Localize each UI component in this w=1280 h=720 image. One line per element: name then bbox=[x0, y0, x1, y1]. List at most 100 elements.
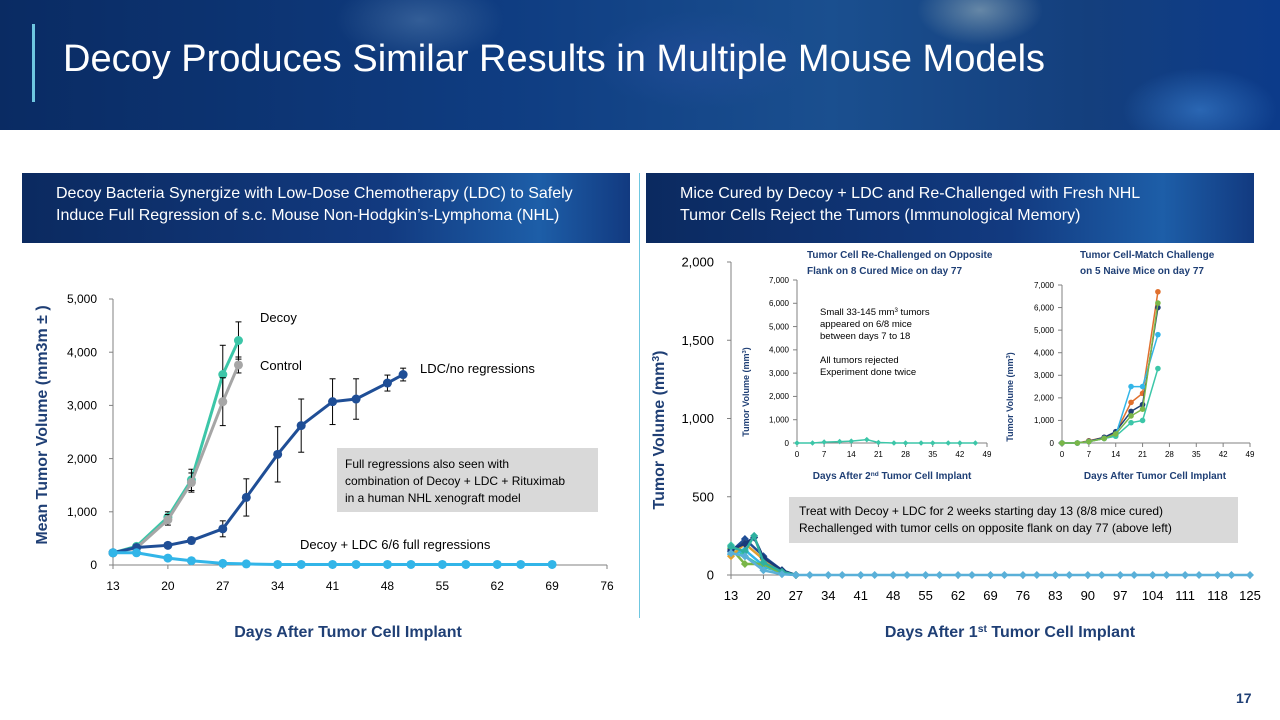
left-chart-data-point bbox=[218, 370, 228, 380]
left-chart-data-point bbox=[328, 559, 338, 569]
inset1-x-tick-label: 42 bbox=[955, 450, 964, 459]
right-chart-data-point bbox=[777, 570, 786, 579]
inset1-annotation-line2: appeared on 6/8 mice bbox=[820, 319, 912, 330]
right-chart-x-tick-label: 55 bbox=[918, 588, 932, 603]
right-chart-data-point bbox=[1162, 571, 1171, 579]
left-chart-data-point bbox=[273, 559, 283, 569]
right-chart-data-point bbox=[954, 571, 963, 579]
right-chart-data-point bbox=[805, 571, 814, 579]
right-chart-x-tick-label: 27 bbox=[789, 588, 803, 603]
left-chart-x-tick-label: 48 bbox=[381, 579, 395, 593]
inset1-y-tick-label: 2,000 bbox=[769, 392, 790, 401]
right-chart-data-point bbox=[727, 542, 735, 551]
right-chart-data-point bbox=[1148, 571, 1157, 579]
right-chart-y-tick-label: 500 bbox=[692, 489, 714, 504]
inset1-data-point bbox=[863, 436, 870, 443]
right-chart-data-point bbox=[1083, 571, 1092, 579]
right-chart-data-point bbox=[740, 547, 749, 556]
banner-right: Mice Cured by Decoy + LDC and Re-Challen… bbox=[646, 173, 1254, 243]
right-chart-x-tick-label: 118 bbox=[1207, 588, 1228, 603]
right-chart-y-tick-label: 1,500 bbox=[681, 333, 714, 348]
left-chart-series-line-3 bbox=[112, 373, 404, 555]
inset2-x-tick-label: 42 bbox=[1219, 450, 1228, 459]
inset2-x-axis-title: Days After Tumor Cell Implant bbox=[1084, 471, 1227, 482]
panel-divider bbox=[639, 173, 640, 618]
note-left: Full regressions also seen with combinat… bbox=[337, 448, 598, 512]
left-chart-data-point bbox=[186, 556, 196, 566]
right-chart-x-tick-label: 48 bbox=[886, 588, 900, 603]
right-chart-x-tick-label: 111 bbox=[1175, 588, 1195, 603]
right-chart-data-point bbox=[1065, 571, 1074, 579]
left-chart-data-point bbox=[163, 515, 173, 525]
left-chart-y-tick-label: 5,000 bbox=[67, 292, 97, 306]
right-chart-data-point bbox=[1213, 571, 1222, 579]
inset1-data-point bbox=[902, 440, 909, 446]
right-chart-x-tick-label: 76 bbox=[1016, 588, 1030, 603]
inset2-title-line2: on 5 Naive Mice on day 77 bbox=[1080, 266, 1204, 277]
inset1-annotation-line6: Experiment done twice bbox=[820, 367, 916, 378]
left-chart-data-point bbox=[186, 536, 196, 546]
inset2-data-point bbox=[1074, 440, 1081, 446]
left-chart-data-point bbox=[382, 378, 392, 388]
left-chart-series-label-2: Control bbox=[260, 358, 302, 373]
left-chart-data-point bbox=[132, 548, 142, 558]
right-chart-data-point bbox=[750, 531, 759, 540]
inset1-y-tick-label: 3,000 bbox=[769, 369, 790, 378]
left-chart-data-point bbox=[233, 335, 243, 345]
left-chart-data-point bbox=[218, 524, 228, 534]
left-chart-data-point bbox=[273, 449, 283, 459]
inset2-x-tick-label: 21 bbox=[1138, 450, 1147, 459]
left-chart-data-point bbox=[108, 548, 118, 558]
left-chart-data-point bbox=[351, 394, 361, 404]
inset2-data-point bbox=[1128, 413, 1134, 419]
left-chart-y-tick-label: 1,000 bbox=[67, 505, 97, 519]
inset1-data-point bbox=[891, 440, 897, 446]
right-chart-x-tick-label: 62 bbox=[951, 588, 965, 603]
inset2-data-point bbox=[1155, 331, 1161, 338]
inset2-title-line1: Tumor Cell-Match Challenge bbox=[1080, 250, 1215, 261]
left-chart-data-point bbox=[547, 559, 557, 569]
left-chart-y-tick-label: 4,000 bbox=[67, 345, 97, 359]
inset2-y-tick-label: 3,000 bbox=[1034, 371, 1055, 380]
right-chart-data-point bbox=[986, 571, 995, 579]
left-chart-x-tick-label: 20 bbox=[161, 579, 175, 593]
right-chart-data-point bbox=[870, 571, 879, 579]
inset2-data-point bbox=[1139, 383, 1146, 390]
right-chart-data-point bbox=[1051, 571, 1060, 579]
inset1-annotation-line1: Small 33-145 mm3 tumors bbox=[820, 307, 930, 319]
left-chart-data-point bbox=[461, 559, 471, 569]
inset1-y-tick-label: 4,000 bbox=[769, 346, 790, 355]
left-chart-data-point bbox=[218, 397, 228, 407]
inset1-data-point bbox=[848, 438, 855, 444]
inset1-x-tick-label: 7 bbox=[822, 450, 827, 459]
left-chart-data-point bbox=[382, 559, 392, 569]
header-accent-bar bbox=[32, 24, 35, 102]
right-chart-x-tick-label: 69 bbox=[983, 588, 997, 603]
right-chart-x-tick-label: 83 bbox=[1048, 588, 1062, 603]
inset1-x-tick-label: 28 bbox=[901, 450, 910, 459]
left-chart-data-point bbox=[492, 559, 502, 569]
inset2-y-tick-label: 6,000 bbox=[1034, 303, 1055, 312]
inset2-data-point bbox=[1128, 419, 1134, 426]
right-chart-data-point bbox=[1181, 571, 1190, 579]
left-chart-x-tick-label: 34 bbox=[271, 579, 285, 593]
inset2-y-axis-title: Tumor Volume (mm3) bbox=[1005, 352, 1015, 441]
right-chart-x-tick-label: 125 bbox=[1239, 588, 1261, 603]
left-chart-data-point bbox=[296, 559, 306, 569]
inset1-x-tick-label: 21 bbox=[874, 450, 883, 459]
inset1-data-point bbox=[875, 439, 882, 446]
left-chart-data-point bbox=[437, 559, 447, 569]
right-chart-y-tick-label: 2,000 bbox=[681, 255, 714, 270]
banner-right-line2: Tumor Cells Reject the Tumors (Immunolog… bbox=[680, 207, 1081, 224]
left-chart-data-point bbox=[241, 559, 251, 569]
right-chart-data-point bbox=[935, 571, 944, 579]
right-chart-data-point bbox=[1097, 571, 1106, 579]
inset1-y-axis-title: Tumor Volume (mm3) bbox=[741, 347, 751, 436]
inset2-data-point bbox=[1155, 365, 1161, 372]
left-chart-data-point bbox=[328, 397, 338, 407]
right-chart-data-point bbox=[1000, 571, 1009, 579]
banner-left: Decoy Bacteria Synergize with Low-Dose C… bbox=[22, 173, 630, 243]
inset2-y-tick-label: 4,000 bbox=[1034, 349, 1055, 358]
inset2-data-point bbox=[1128, 408, 1134, 415]
note-left-line2: combination of Decoy + LDC + Rituximab bbox=[345, 474, 566, 488]
